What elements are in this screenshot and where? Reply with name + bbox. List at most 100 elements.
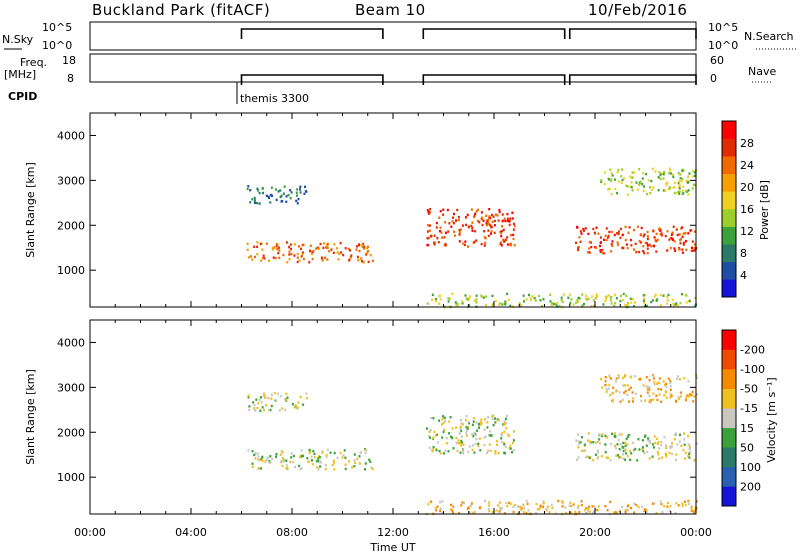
power-cell: [254, 255, 256, 259]
power-cell: [692, 183, 695, 186]
time-tick-label: 08:00: [276, 526, 308, 539]
velocity-cell: [671, 442, 674, 445]
power-cell: [461, 300, 463, 303]
cpid-label: CPID: [8, 90, 37, 103]
velocity-cell: [281, 457, 284, 460]
velocity-cell: [468, 511, 471, 514]
power-cell: [608, 230, 611, 234]
power-cell: [305, 190, 308, 193]
velocity-cell: [308, 451, 311, 455]
velocity-cell: [657, 381, 660, 385]
power-cell: [501, 303, 504, 306]
velocity-cell: [657, 441, 660, 444]
power-cell: [467, 245, 469, 248]
velocity-cell: [665, 391, 668, 394]
velocity-cell: [522, 503, 525, 506]
velocity-cell: [637, 438, 640, 441]
power-cell: [471, 229, 474, 232]
power-cell: [575, 241, 577, 244]
velocity-cell: [294, 404, 297, 407]
velocity-cell: [564, 506, 567, 509]
velocity-cell: [479, 449, 482, 452]
power-cell: [512, 222, 515, 226]
station-title: Buckland Park (fitACF): [92, 1, 270, 19]
power-cell: [501, 213, 504, 216]
power-cell: [646, 192, 648, 196]
power-cell: [685, 190, 687, 193]
power-cell: [312, 249, 315, 253]
power-cell: [529, 296, 532, 300]
power-cell: [691, 249, 694, 252]
velocity-cell: [643, 452, 646, 455]
velocity-cell: [492, 424, 495, 427]
power-cell: [615, 297, 618, 300]
velocity-cell: [688, 456, 691, 459]
velocity-cell: [309, 450, 312, 453]
velocity-cell: [353, 465, 356, 468]
velocity-cell: [263, 394, 266, 397]
power-cell: [295, 191, 298, 194]
velocity-cell: [523, 507, 526, 510]
power-cell: [366, 247, 369, 250]
velocity-cell: [471, 448, 474, 452]
power-cell: [255, 201, 258, 205]
velocity-cell: [505, 426, 508, 430]
velocity-cell: [660, 443, 663, 447]
velocity-cell: [487, 449, 490, 452]
power-cell: [339, 241, 342, 245]
power-cell: [583, 229, 585, 232]
velocity-cell: [313, 456, 316, 459]
power-cell: [671, 233, 673, 236]
power-cell: [641, 183, 644, 186]
power-cell: [349, 256, 352, 259]
velocity-cell: [648, 457, 651, 460]
power-cell: [430, 235, 433, 238]
power-cell: [676, 233, 679, 237]
velocity-cell: [617, 374, 620, 377]
power-cell: [427, 224, 430, 227]
power-cell: [493, 224, 496, 227]
power-cell: [689, 229, 692, 232]
velocity-cell: [434, 434, 437, 437]
velocity-cell: [526, 502, 529, 505]
velocity-cell: [633, 449, 636, 452]
velocity-cell: [585, 455, 588, 458]
velocity-cell: [600, 454, 603, 458]
power-cell: [253, 201, 256, 204]
power-cell: [475, 294, 478, 297]
power-cell: [646, 237, 649, 241]
power-cell: [688, 172, 691, 175]
power-cell: [295, 199, 298, 203]
velocity-cell: [364, 462, 367, 465]
velocity-cell: [466, 507, 469, 511]
power-cell: [499, 242, 502, 246]
power-cell: [651, 167, 654, 170]
power-cell: [296, 252, 299, 256]
velocity-cell: [628, 400, 630, 403]
power-cell: [462, 242, 465, 245]
power-cell: [621, 298, 624, 302]
velocity-cell: [324, 464, 327, 467]
velocity-cell: [484, 435, 487, 438]
velocity-cell: [291, 403, 294, 406]
power-cell: [650, 188, 653, 191]
velocity-cell: [452, 505, 455, 508]
velocity-cell: [605, 388, 608, 391]
velocity-cell: [270, 397, 273, 400]
power-cell: [678, 248, 681, 251]
power-cell: [246, 242, 249, 245]
velocity-cell: [627, 503, 630, 507]
velocity-panel-frame: [89, 319, 697, 515]
velocity-cell: [634, 392, 637, 395]
power-cell: [667, 293, 670, 297]
power-cell: [638, 168, 641, 171]
power-cell: [678, 233, 681, 236]
velocity-cell: [652, 374, 655, 378]
power-cell: [621, 178, 624, 182]
power-cell: [485, 222, 488, 225]
velocity-cell: [494, 452, 497, 455]
power-cell: [656, 298, 659, 301]
power-cell: [297, 245, 300, 248]
velocity-cell: [472, 416, 475, 420]
power-cell: [299, 191, 302, 194]
